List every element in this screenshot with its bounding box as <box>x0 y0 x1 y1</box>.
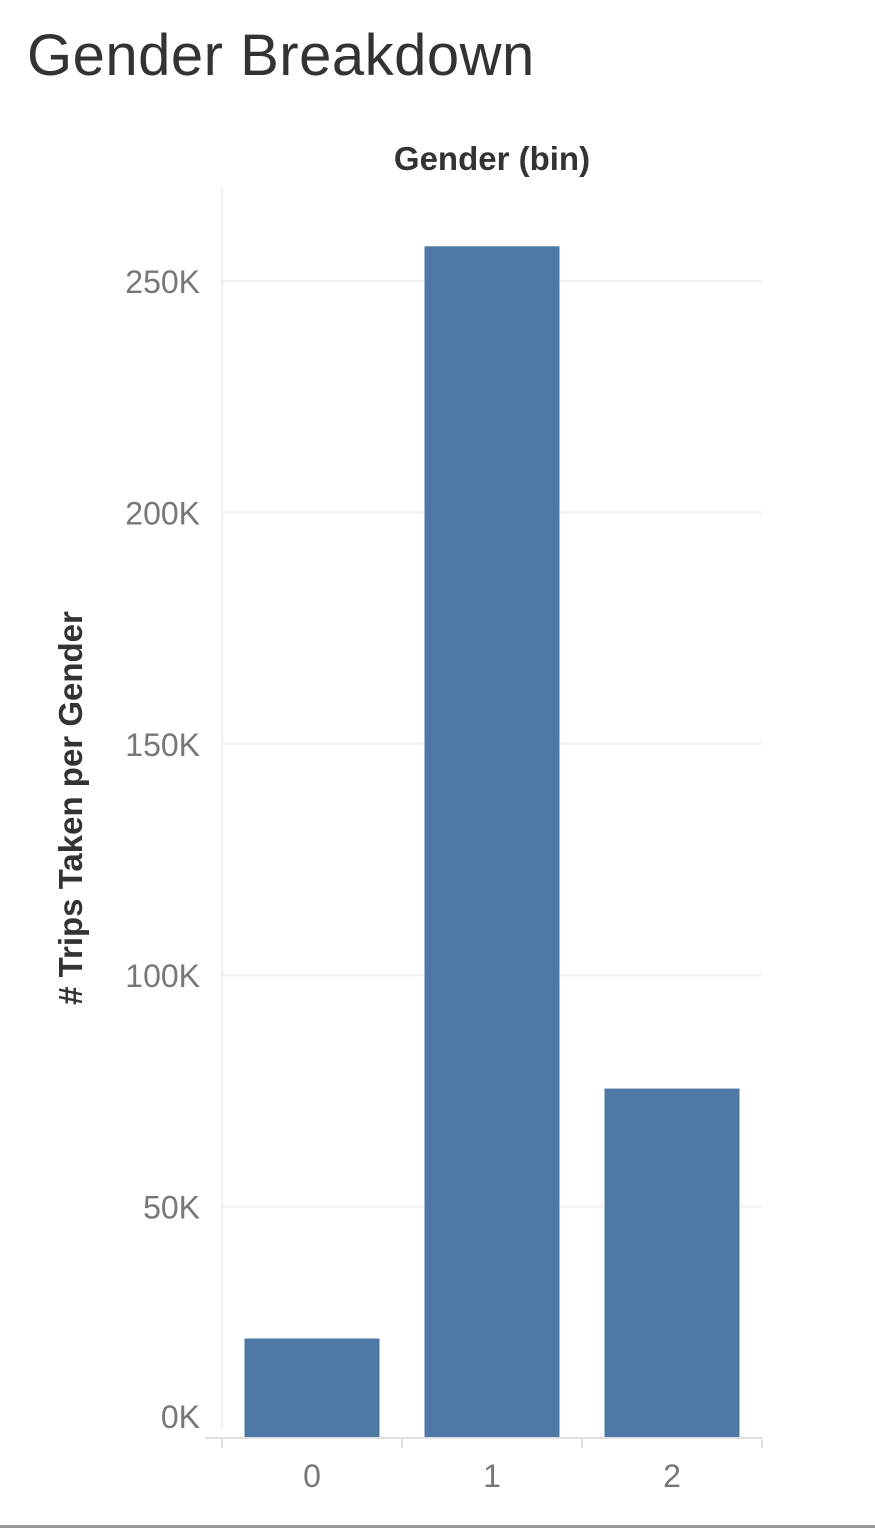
y-tick-label: 250K <box>125 264 200 300</box>
bar-gender-2 <box>605 1089 740 1438</box>
y-tick-label: 100K <box>125 958 200 994</box>
y-tick-label: 200K <box>125 495 200 531</box>
y-tick-label: 50K <box>143 1190 200 1226</box>
y-tick-label: 0K <box>161 1399 200 1435</box>
column-header: Gender (bin) <box>394 140 590 177</box>
x-tick-label: 1 <box>483 1458 501 1494</box>
y-tick-label: 150K <box>125 727 200 763</box>
bar-gender-0 <box>245 1338 380 1438</box>
y-axis-label: # Trips Taken per Gender <box>52 611 89 1005</box>
x-tick-label: 2 <box>663 1458 681 1494</box>
x-tick-label: 0 <box>303 1458 321 1494</box>
bar-gender-1 <box>425 246 560 1438</box>
